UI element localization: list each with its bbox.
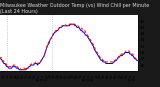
Text: Milwaukee Weather Outdoor Temp (vs) Wind Chill per Minute (Last 24 Hours): Milwaukee Weather Outdoor Temp (vs) Wind… [0,3,149,14]
